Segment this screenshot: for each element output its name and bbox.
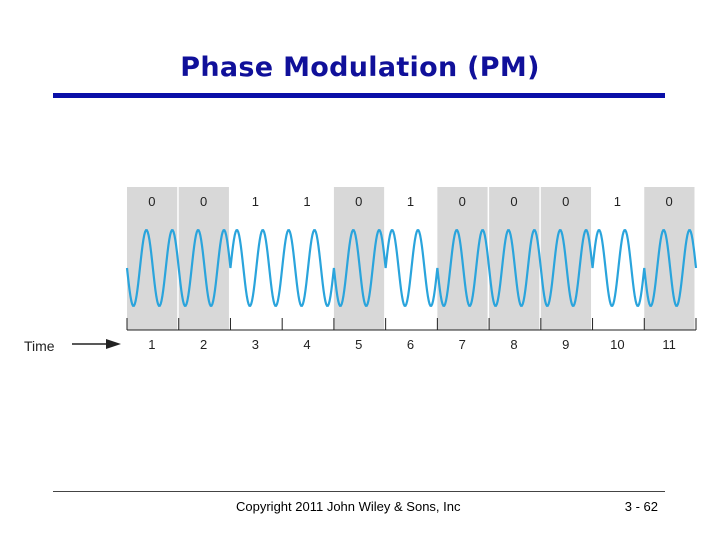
bit-label-6: 1 — [407, 194, 414, 209]
period-label-5: 5 — [355, 337, 362, 352]
bit-label-3: 1 — [252, 194, 259, 209]
period-label-11: 11 — [662, 337, 676, 352]
page-number: 3 - 62 — [624, 499, 658, 514]
bit-cell-6 — [385, 187, 436, 330]
bit-label-5: 0 — [355, 194, 362, 209]
pm-waveform — [125, 229, 698, 307]
copyright-text: Copyright 2011 John Wiley & Sons, Inc — [236, 499, 461, 514]
period-label-2: 2 — [200, 337, 207, 352]
period-label-7: 7 — [459, 337, 466, 352]
bit-label-11: 0 — [666, 194, 673, 209]
period-label-1: 1 — [148, 337, 155, 352]
slide-title: Phase Modulation (PM) — [180, 52, 540, 83]
bit-label-8: 0 — [510, 194, 517, 209]
period-label-3: 3 — [252, 337, 259, 352]
title-underline — [53, 93, 665, 98]
period-label-9: 9 — [562, 337, 569, 352]
bit-label-4: 1 — [303, 194, 310, 209]
period-label-4: 4 — [303, 337, 310, 352]
time-arrow — [72, 339, 121, 349]
bit-cell-4 — [282, 187, 333, 330]
bit-label-1: 0 — [148, 194, 155, 209]
bit-cell-3 — [230, 187, 281, 330]
footer-rule — [53, 491, 665, 492]
bit-label-7: 0 — [459, 194, 466, 209]
bit-cell-10 — [592, 187, 643, 330]
period-label-10: 10 — [610, 337, 624, 352]
bit-label-9: 0 — [562, 194, 569, 209]
bit-label-10: 1 — [614, 194, 621, 209]
period-label-8: 8 — [510, 337, 517, 352]
bit-label-2: 0 — [200, 194, 207, 209]
period-label-6: 6 — [407, 337, 414, 352]
time-label: Time — [24, 338, 55, 354]
